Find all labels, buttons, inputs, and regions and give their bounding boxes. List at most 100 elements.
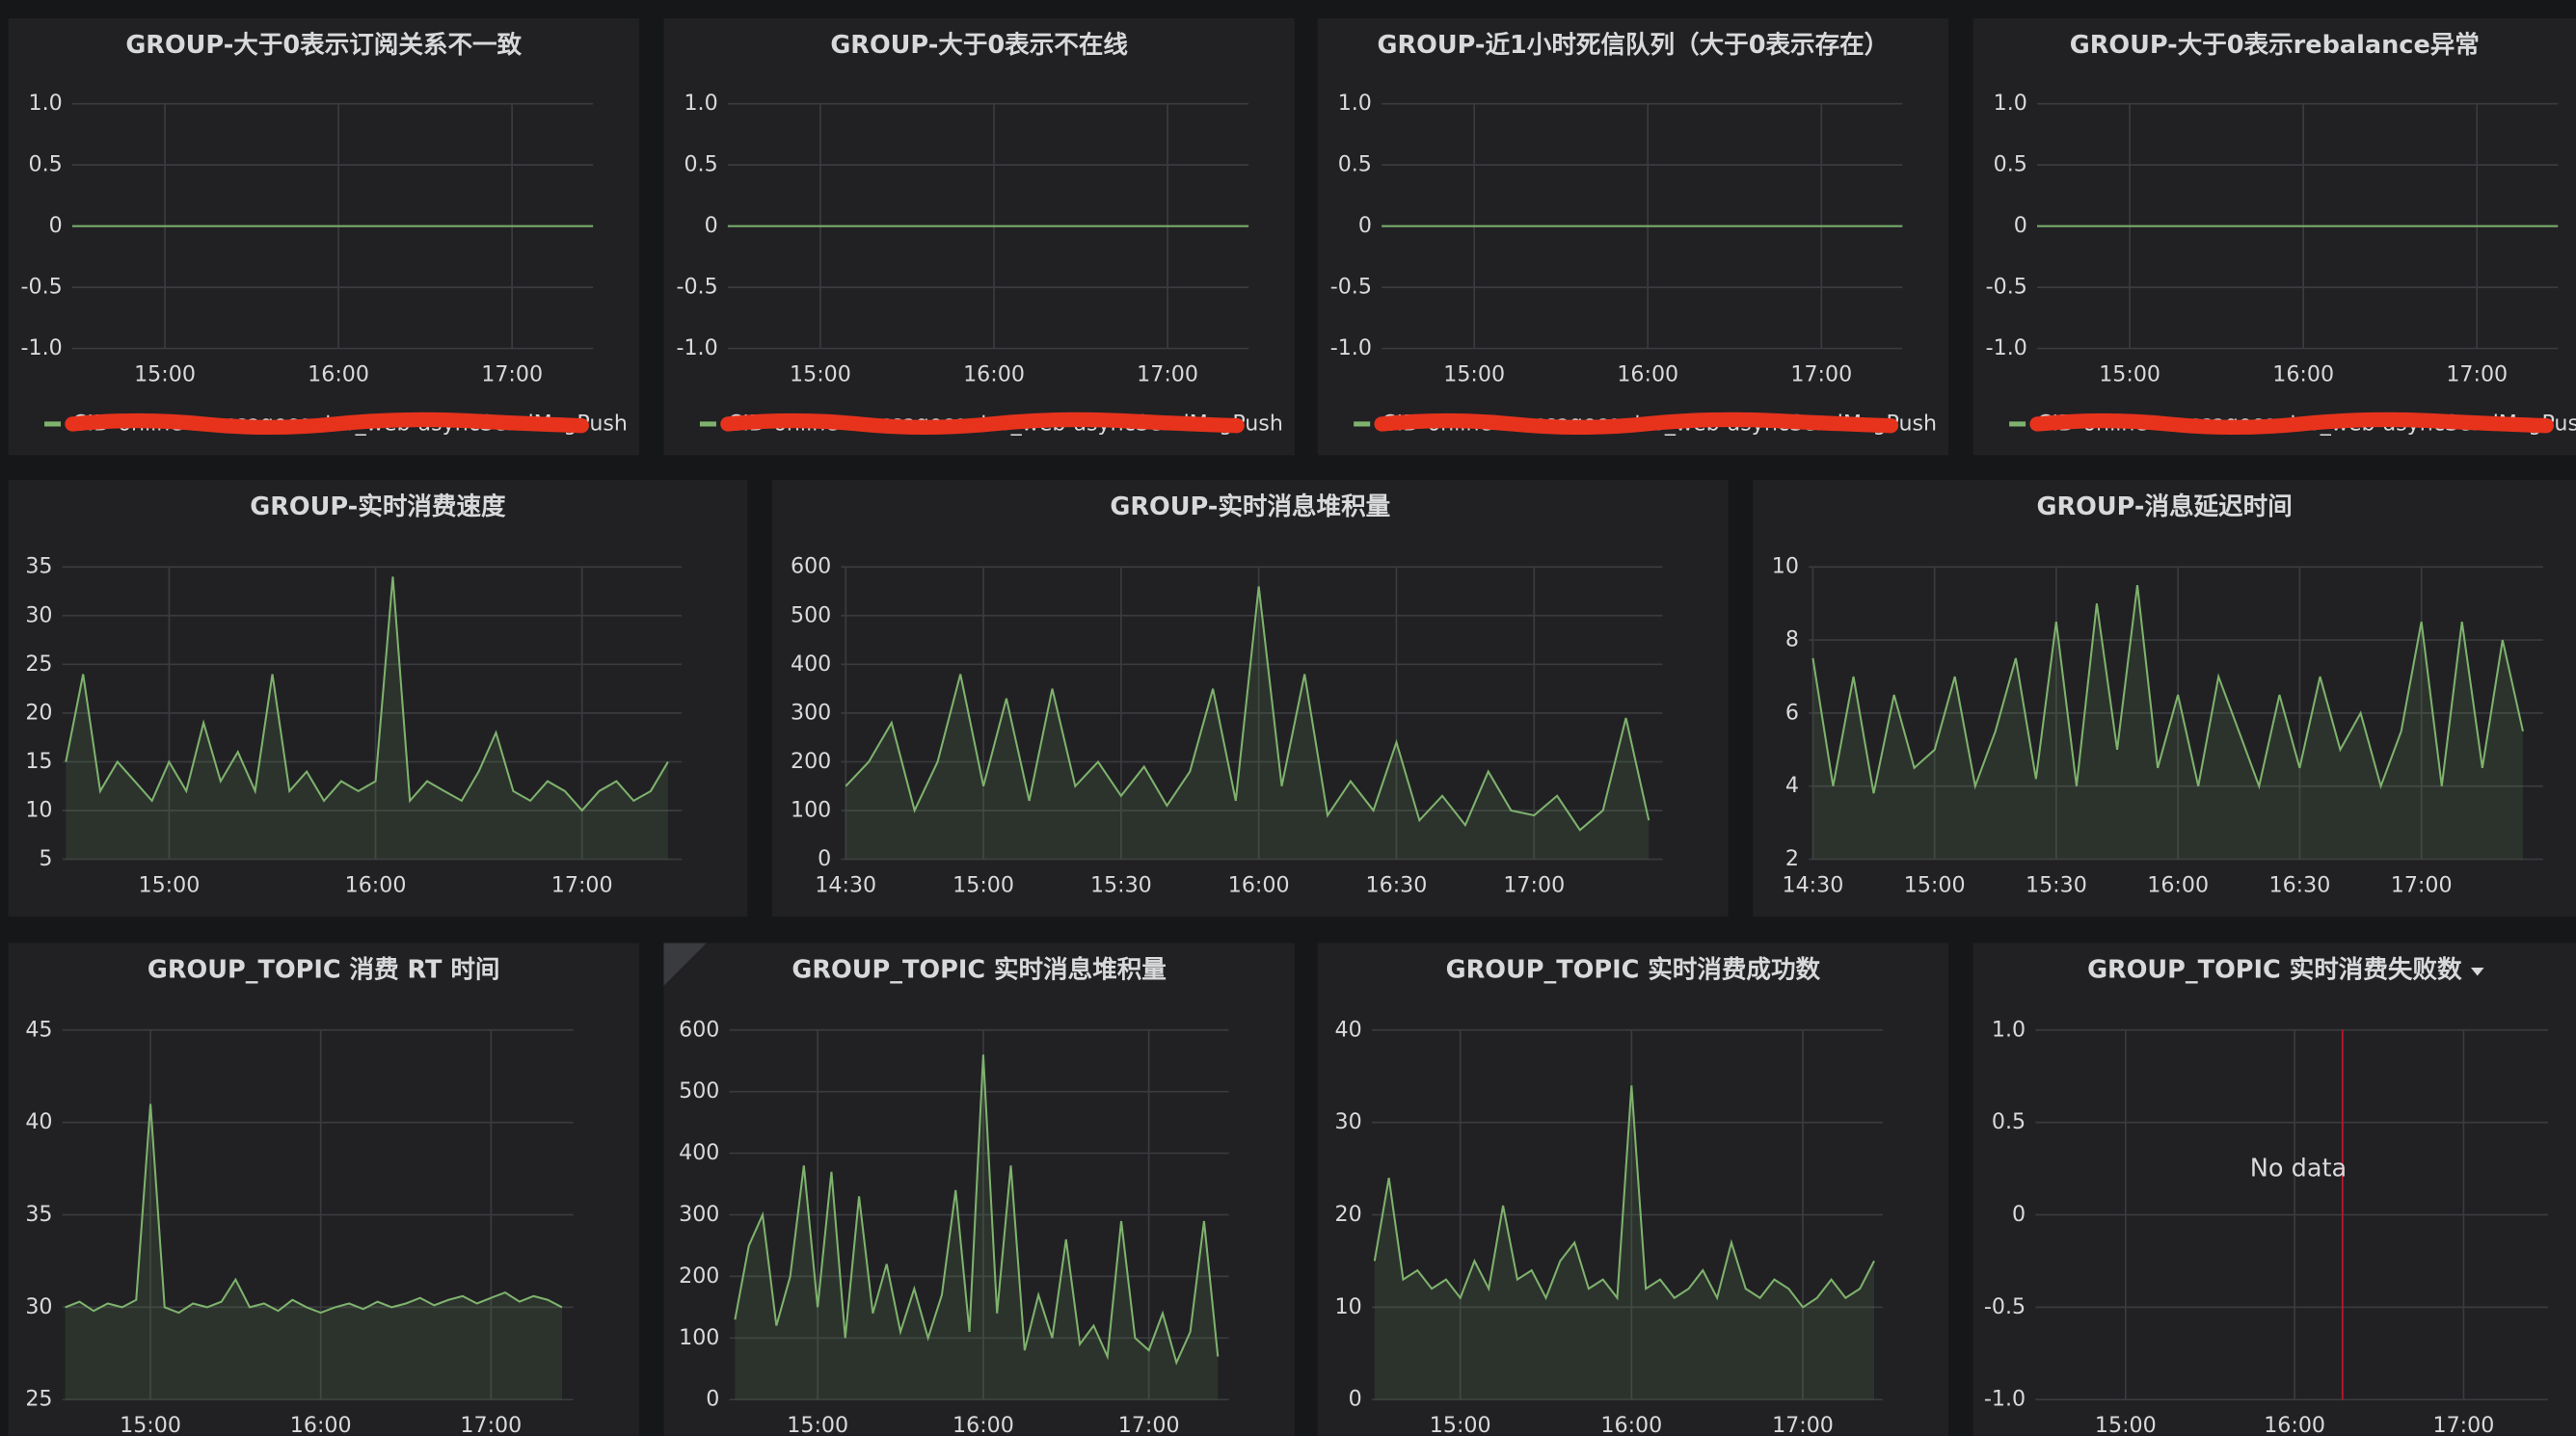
x-tick-label: 17:00	[1118, 1413, 1180, 1436]
x-tick-label: 15:00	[134, 361, 196, 386]
y-tick-label: 100	[791, 797, 831, 822]
x-tick-label: 17:00	[1790, 361, 1852, 386]
x-tick-label: 16:00	[290, 1413, 352, 1436]
y-tick-label: -1.0	[676, 335, 717, 360]
series-line	[65, 1104, 563, 1315]
y-tick-label: 0	[2012, 1202, 2026, 1227]
y-tick-label: 10	[25, 797, 52, 822]
y-tick-label: 300	[679, 1202, 719, 1227]
y-tick-label: -0.5	[1330, 275, 1372, 300]
y-tick-label: 35	[25, 554, 52, 579]
panel-title: GROUP-实时消息堆积量	[1110, 492, 1390, 521]
y-tick-label: 500	[679, 1078, 719, 1104]
x-tick-label: 15:00	[790, 361, 851, 386]
y-tick-label: 0.5	[1338, 152, 1372, 177]
y-tick-label: 25	[25, 652, 52, 677]
dropdown-caret	[2470, 968, 2484, 976]
x-tick-label: 15:30	[2026, 872, 2087, 897]
panel	[8, 18, 639, 456]
redaction	[2029, 412, 2554, 436]
y-tick-label: 0.5	[1994, 152, 2027, 177]
panel-title: GROUP-近1小时死信队列（大于0表示存在）	[1377, 31, 1889, 60]
panel-title: GROUP-消息延迟时间	[2036, 492, 2292, 521]
y-tick-label: 10	[1334, 1294, 1361, 1319]
y-tick-label: 0	[706, 1387, 719, 1412]
y-tick-label: -1.0	[21, 335, 63, 360]
y-tick-label: 200	[791, 749, 831, 774]
y-tick-label: 40	[1334, 1017, 1361, 1042]
no-data: No data	[2250, 1155, 2347, 1183]
series-line	[845, 586, 1650, 832]
y-tick-label: -0.5	[1986, 275, 2027, 300]
y-tick-label: 6	[1785, 700, 1799, 725]
y-tick-label: 0.5	[1992, 1109, 2026, 1134]
redaction	[720, 412, 1245, 436]
y-tick-label: 20	[25, 700, 52, 725]
x-tick-label: 17:00	[1503, 872, 1565, 897]
x-tick-label: 16:00	[1228, 872, 1290, 897]
area-fill	[1812, 585, 2523, 860]
y-tick-label: 25	[25, 1387, 52, 1412]
y-tick-label: 0	[2014, 213, 2027, 238]
panel	[1317, 943, 1949, 1436]
x-tick-label: 17:00	[2446, 361, 2508, 386]
x-tick-label: 14:30	[815, 872, 876, 897]
y-tick-label: 0	[818, 846, 831, 871]
y-tick-label: 0	[1358, 213, 1372, 238]
y-tick-label: -1.0	[1986, 335, 2027, 360]
y-tick-label: -0.5	[1984, 1294, 2026, 1319]
y-tick-label: 500	[791, 602, 831, 627]
x-tick-label: 15:30	[1090, 872, 1152, 897]
x-tick-label: 15:00	[138, 872, 200, 897]
y-tick-label: 4	[1785, 773, 1799, 798]
y-tick-label: 300	[791, 700, 831, 725]
y-tick-label: 0	[1349, 1387, 1362, 1412]
x-tick-label: 15:00	[1443, 361, 1505, 386]
x-tick-label: 16:30	[1366, 872, 1428, 897]
y-tick-label: 1.0	[1994, 91, 2027, 116]
panel-title: GROUP-实时消费速度	[250, 492, 506, 521]
y-tick-label: 1.0	[1992, 1017, 2026, 1042]
series-line	[65, 576, 669, 812]
x-tick-label: 16:00	[308, 361, 369, 386]
y-tick-label: 15	[25, 749, 52, 774]
x-tick-label: 17:00	[1772, 1413, 1834, 1436]
y-tick-label: 0	[49, 213, 63, 238]
panel	[771, 479, 1729, 917]
x-tick-label: 16:00	[1617, 361, 1678, 386]
panel-title: GROUP_TOPIC 实时消费失败数	[2087, 955, 2462, 984]
area-fill	[845, 586, 1650, 860]
y-tick-label: 100	[679, 1325, 719, 1350]
panel-title: GROUP-大于0表示不在线	[830, 31, 1128, 60]
x-tick-label: 15:00	[1430, 1413, 1491, 1436]
y-tick-label: 35	[25, 1202, 52, 1227]
panel	[663, 18, 1295, 456]
x-tick-label: 16:00	[2272, 361, 2334, 386]
y-tick-label: -0.5	[676, 275, 717, 300]
y-tick-label: -1.0	[1330, 335, 1372, 360]
panel-title: GROUP_TOPIC 实时消费成功数	[1446, 955, 1821, 984]
y-tick-label: 0.5	[684, 152, 717, 177]
x-tick-label: 16:00	[2147, 872, 2209, 897]
y-tick-label: -1.0	[1984, 1387, 2026, 1412]
y-tick-label: 30	[1334, 1109, 1361, 1134]
x-tick-label: 14:30	[1782, 872, 1843, 897]
x-tick-label: 16:00	[345, 872, 407, 897]
y-tick-label: 0.5	[29, 152, 63, 177]
x-tick-label: 15:00	[1904, 872, 1966, 897]
y-tick-label: 0	[705, 213, 718, 238]
x-tick-label: 16:00	[1600, 1413, 1662, 1436]
y-tick-label: 30	[25, 602, 52, 627]
panel-title: GROUP_TOPIC 实时消息堆积量	[792, 955, 1166, 984]
x-tick-label: 15:00	[787, 1413, 848, 1436]
panel	[663, 943, 1295, 1436]
y-tick-label: 2	[1785, 846, 1799, 871]
y-tick-label: 8	[1785, 627, 1799, 652]
redaction	[1374, 412, 1899, 436]
y-tick-label: 30	[25, 1294, 52, 1319]
panel	[8, 943, 639, 1436]
x-tick-label: 17:00	[2391, 872, 2453, 897]
y-tick-label: -0.5	[21, 275, 63, 300]
